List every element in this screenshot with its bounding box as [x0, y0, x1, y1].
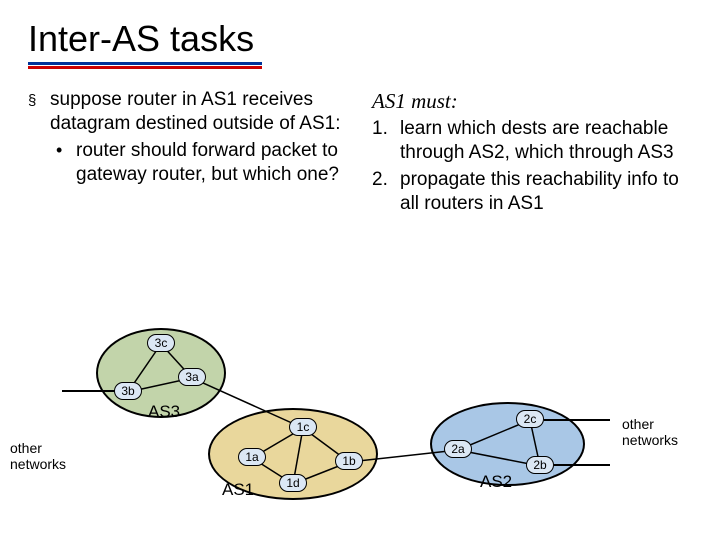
router-2c: 2c [516, 410, 544, 428]
slide: Inter-AS tasks § suppose router in AS1 r… [0, 0, 720, 540]
bullet-text: suppose router in AS1 receives datagram … [50, 88, 348, 137]
router-1d: 1d [279, 474, 307, 492]
other-networks-right: other networks [622, 416, 678, 448]
router-label: 1d [286, 476, 299, 490]
numbered-item: 1. learn which dests are reachable throu… [372, 117, 692, 166]
num-text: propagate this reachability info to all … [400, 168, 692, 217]
network-diagram: 3c 3b 3a AS3 1c 1a 1d 1b AS1 2a 2c 2 [0, 310, 720, 520]
router-label: 2c [524, 412, 537, 426]
title-underline-blue [28, 62, 262, 65]
subbullet-text: router should forward packet to gateway … [76, 139, 348, 188]
router-1a: 1a [238, 448, 266, 466]
router-label: 3b [121, 384, 134, 398]
num-label: 2. [372, 168, 400, 217]
router-label: 1c [297, 420, 310, 434]
as2-label: AS2 [480, 472, 512, 492]
router-1c: 1c [289, 418, 317, 436]
as3-label: AS3 [148, 402, 180, 422]
right-heading: AS1 must: [372, 88, 692, 115]
router-label: 2a [451, 442, 464, 456]
left-column: § suppose router in AS1 receives datagra… [28, 88, 348, 216]
numbered-item: 2. propagate this reachability info to a… [372, 168, 692, 217]
as1-label: AS1 [222, 480, 254, 500]
router-1b: 1b [335, 452, 363, 470]
stub-right [554, 464, 610, 466]
right-column: AS1 must: 1. learn which dests are reach… [372, 88, 692, 216]
router-2a: 2a [444, 440, 472, 458]
router-label: 2b [533, 458, 546, 472]
router-label: 3a [185, 370, 198, 384]
router-label: 1a [245, 450, 258, 464]
page-title: Inter-AS tasks [28, 18, 692, 60]
num-text: learn which dests are reachable through … [400, 117, 692, 166]
stub-left [62, 390, 115, 392]
bullet-marker: § [28, 88, 50, 137]
router-label: 3c [155, 336, 168, 350]
columns: § suppose router in AS1 receives datagra… [28, 88, 692, 216]
router-3c: 3c [147, 334, 175, 352]
link-lines [0, 310, 720, 520]
router-3a: 3a [178, 368, 206, 386]
subbullet-item: • router should forward packet to gatewa… [28, 139, 348, 188]
title-underline-red [28, 66, 262, 69]
router-3b: 3b [114, 382, 142, 400]
router-label: 1b [342, 454, 355, 468]
other-networks-left: other networks [10, 440, 66, 472]
num-label: 1. [372, 117, 400, 166]
stub-right-2 [544, 419, 610, 421]
router-2b: 2b [526, 456, 554, 474]
bullet-item: § suppose router in AS1 receives datagra… [28, 88, 348, 137]
subbullet-marker: • [56, 139, 76, 188]
